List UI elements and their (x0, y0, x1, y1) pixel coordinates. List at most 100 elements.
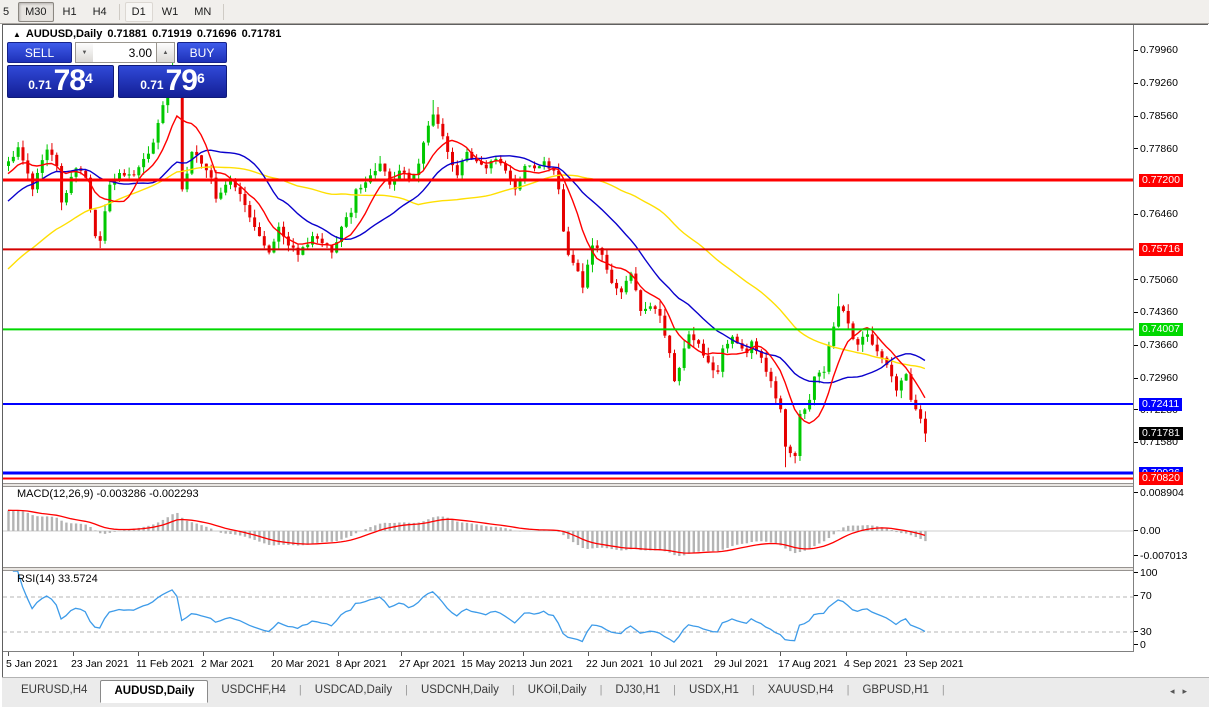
tab-separator: | (298, 684, 302, 696)
tick-dash (1134, 644, 1138, 646)
tick-dash (1134, 530, 1138, 532)
chart-tab-gbpusd-h1[interactable]: GBPUSD,H1 (862, 684, 929, 696)
chart-tab-ukoil-daily[interactable]: UKOil,Daily (527, 684, 587, 696)
chart-tab-usdchf-h4[interactable]: USDCHF,H4 (221, 684, 286, 696)
tab-separator: | (673, 684, 677, 696)
chart-tab-usdx-h1[interactable]: USDX,H1 (689, 684, 739, 696)
sell-price-display[interactable]: 0.71 78 4 (7, 65, 115, 98)
price-chart-canvas[interactable] (3, 25, 1133, 483)
tab-separator: | (599, 684, 603, 696)
chart-tab-audusd-daily[interactable]: AUDUSD,Daily (100, 680, 209, 703)
macd-rsi-splitter[interactable] (3, 567, 1133, 571)
buy-price-big: 79 (165, 64, 198, 97)
time-axis-label: 2 Mar 2021 (201, 658, 255, 670)
ohlc-close: 0.71781 (241, 28, 282, 40)
chevron-down-icon: ▼ (81, 49, 88, 56)
volume-increase-button[interactable]: ▲ (156, 42, 175, 63)
timeframe-button-h1[interactable]: H1 (62, 5, 77, 18)
volume-decrease-button[interactable]: ▼ (75, 42, 93, 63)
tab-scroll-left-icon[interactable]: ◂ (1169, 686, 1183, 696)
price-axis-tick: 0.77860 (1134, 143, 1178, 156)
time-axis-tick (846, 652, 847, 656)
timeframe-button-w1[interactable]: W1 (161, 5, 179, 18)
buy-price-prefix: 0.71 (140, 78, 164, 92)
time-axis-label: 22 Jun 2021 (586, 658, 644, 670)
toolbar-separator (118, 3, 120, 20)
timeframe-button-mn[interactable]: MN (194, 5, 212, 18)
time-axis-label: 10 Jul 2021 (649, 658, 704, 670)
time-axis-label: 5 Jan 2021 (6, 658, 58, 670)
macd-axis-label: 0.008904 (1134, 487, 1184, 500)
time-axis-tick (401, 652, 402, 656)
rsi-axis-label: 100 (1134, 567, 1158, 580)
buy-button[interactable]: BUY (177, 42, 227, 63)
time-axis-label: 29 Jul 2021 (714, 658, 769, 670)
time-axis-tick (203, 652, 204, 656)
time-axis-tick (8, 652, 9, 656)
tick-dash (1134, 492, 1138, 494)
tick-dash (1134, 572, 1138, 574)
timeframe-button-m30[interactable]: M30 (18, 1, 54, 22)
price-axis-tick: 0.73660 (1134, 339, 1178, 352)
chart-title-bar: ▲ AUDUSD,Daily 0.71881 0.71919 0.71696 0… (13, 28, 281, 40)
tick-dash (1134, 148, 1138, 150)
time-axis-tick (588, 652, 589, 656)
chart-tab-usdcnh-daily[interactable]: USDCNH,Daily (420, 684, 499, 696)
time-axis-tick (463, 652, 464, 656)
volume-input[interactable] (93, 42, 156, 63)
chart-tab-xauusd-h4[interactable]: XAUUSD,H4 (767, 684, 834, 696)
rsi-panel[interactable] (3, 571, 1133, 651)
sell-price-prefix: 0.71 (28, 78, 52, 92)
sell-button[interactable]: SELL (7, 42, 72, 63)
timeframe-button-h4[interactable]: H4 (92, 5, 107, 18)
macd-panel[interactable] (3, 487, 1133, 567)
chart-tab-usdcad-daily[interactable]: USDCAD,Daily (314, 684, 393, 696)
time-axis-tick (138, 652, 139, 656)
tick-dash (1134, 344, 1138, 346)
chart-window-left-edge (2, 24, 3, 707)
price-axis-tick: 0.75060 (1134, 274, 1178, 287)
time-axis-label: 17 Aug 2021 (778, 658, 837, 670)
time-axis[interactable]: 5 Jan 2021 23 Jan 2021 11 Feb 2021 2 Mar 20… (3, 651, 1133, 678)
sell-price-pip: 4 (84, 70, 93, 86)
rsi-axis-label: 0 (1134, 639, 1146, 652)
chart-tab-dj30-h1[interactable]: DJ30,H1 (615, 684, 661, 696)
chart-macd-splitter[interactable] (3, 483, 1133, 487)
tick-dash (1134, 312, 1138, 314)
price-chart-panel[interactable] (3, 25, 1133, 483)
ohlc-low: 0.71696 (196, 28, 237, 40)
tick-dash (1134, 115, 1138, 117)
time-axis-tick (906, 652, 907, 656)
rsi-axis-label: 70 (1134, 590, 1152, 603)
chart-tab-eurusd-h4[interactable]: EURUSD,H4 (21, 684, 88, 696)
timeframe-toolbar: 5 M30 H1 H4 D1 W1 MN (0, 0, 1209, 24)
buy-price-display[interactable]: 0.71 79 6 (118, 65, 227, 98)
price-level-chip: 0.77200 (1139, 173, 1183, 187)
tab-scroll-right-icon[interactable]: ▸ (1182, 686, 1195, 696)
buy-price-pip: 6 (196, 70, 205, 86)
price-axis-tick: 0.72960 (1134, 372, 1178, 385)
chart-window-top-edge (2, 24, 1208, 25)
price-level-chip: 0.75716 (1139, 242, 1183, 256)
collapse-arrow-icon[interactable]: ▲ (13, 29, 21, 39)
tab-scroll-arrows[interactable]: ◂▸ (1170, 686, 1195, 697)
chevron-up-icon: ▲ (162, 49, 169, 56)
macd-label: MACD(12,26,9) -0.003286 -0.002293 (17, 488, 199, 500)
tab-separator: | (405, 684, 408, 696)
time-axis-label: 20 Mar 2021 (271, 658, 330, 670)
tab-separator: | (511, 684, 515, 696)
price-axis-tick: 0.74360 (1134, 306, 1178, 319)
timeframe-button-5[interactable]: 5 (3, 5, 10, 18)
timeframe-button-d1[interactable]: D1 (124, 1, 153, 22)
tick-dash (1134, 631, 1138, 633)
price-axis-tick: 0.79260 (1134, 77, 1178, 90)
time-axis-tick (338, 652, 339, 656)
toolbar-separator (223, 3, 225, 20)
time-axis-tick (716, 652, 717, 656)
tick-dash (1134, 595, 1138, 597)
time-axis-label: 11 Feb 2021 (136, 658, 195, 670)
one-click-trading-panel: SELL ▼ ▲ BUY 0.71 78 4 0.71 79 6 (7, 42, 227, 98)
price-axis[interactable]: 0.79960 0.79260 0.78560 0.77860 0.76460 0.750… (1133, 25, 1209, 652)
rsi-label: RSI(14) 33.5724 (17, 573, 98, 585)
